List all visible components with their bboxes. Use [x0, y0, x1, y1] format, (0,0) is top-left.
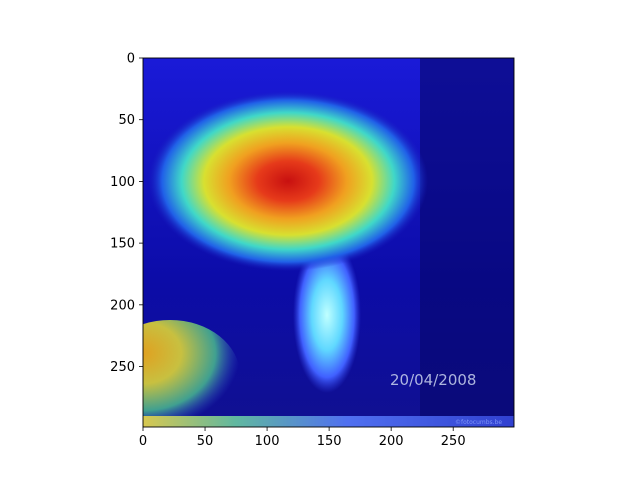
- x-tick-label: 150: [317, 434, 342, 449]
- plot-frame: [142, 57, 515, 428]
- heatmap-image: 20/04/2008 ©fotocumbs.be: [143, 58, 514, 427]
- x-tick-label: 200: [379, 434, 404, 449]
- hotspot-main: [148, 91, 428, 271]
- x-tick-label: 250: [441, 434, 466, 449]
- bottom-band: [143, 416, 514, 427]
- dark-region: [420, 58, 514, 427]
- y-tick-label: 50: [118, 113, 135, 128]
- x-tick-label: 50: [197, 434, 214, 449]
- x-axis: 0 50 100 150 200 250: [139, 427, 466, 449]
- hotspot-corner: [143, 320, 240, 427]
- x-tick-label: 100: [255, 434, 280, 449]
- y-tick-label: 150: [110, 237, 135, 252]
- date-stamp: 20/04/2008: [390, 371, 476, 389]
- x-tick-label: 0: [139, 434, 147, 449]
- y-tick-label: 250: [110, 360, 135, 375]
- hotspot-vase: [293, 237, 361, 393]
- y-tick-label: 200: [110, 298, 135, 313]
- y-tick-label: 0: [127, 52, 135, 67]
- y-axis: 0 50 100 150 200 250: [110, 52, 143, 375]
- watermark: ©fotocumbs.be: [455, 419, 502, 426]
- y-tick-label: 100: [110, 175, 135, 190]
